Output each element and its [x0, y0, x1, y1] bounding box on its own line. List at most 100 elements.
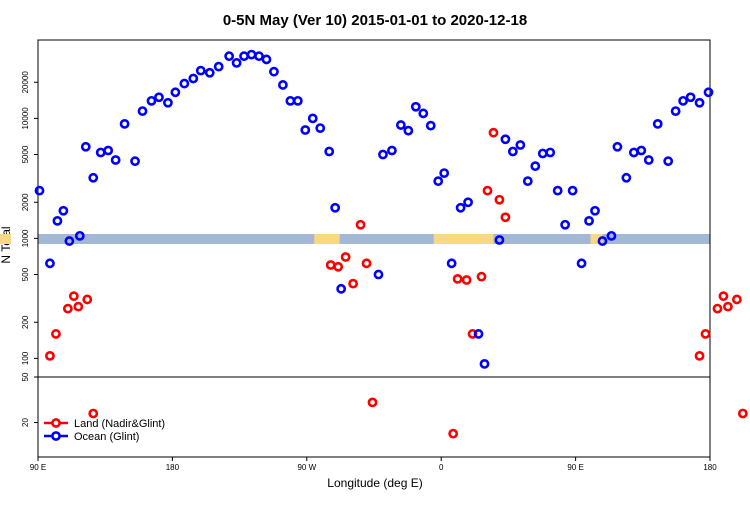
data-point: [74, 230, 85, 241]
data-point: [476, 271, 487, 282]
data-point: [418, 108, 429, 119]
data-point: [68, 291, 79, 302]
data-point: [88, 172, 99, 183]
data-point: [269, 66, 279, 77]
data-point: [348, 278, 358, 289]
data-point: [261, 54, 272, 65]
series-land: [45, 127, 748, 439]
data-point: [455, 202, 466, 213]
data-point: [628, 147, 639, 158]
legend-marker: [51, 431, 61, 441]
data-point: [325, 260, 336, 270]
data-point: [367, 397, 378, 408]
land-patch: [0, 234, 12, 244]
y-axis-ticks: 100 200 500 1000 2000 5000 10000 20000 20 50: [21, 71, 38, 427]
data-point: [452, 273, 463, 284]
x-axis-title: Longitude (deg E): [327, 476, 422, 490]
y-tick-label: 20000: [21, 71, 30, 94]
data-point: [567, 185, 578, 196]
x-axis-ticks: 90 E 180 90 W 0 90 E 180: [30, 457, 717, 472]
data-point: [479, 359, 490, 369]
data-point: [395, 120, 406, 130]
x-tick-label: 90 E: [30, 463, 46, 472]
data-point: [82, 294, 93, 305]
x-tick-label: 180: [166, 463, 180, 472]
land-patch: [433, 234, 494, 244]
data-point: [103, 145, 114, 156]
data-point: [737, 408, 748, 419]
data-point: [300, 125, 311, 135]
data-point: [387, 145, 397, 156]
data-point: [154, 92, 164, 103]
data-point: [336, 283, 347, 294]
data-point: [110, 155, 121, 165]
series-ocean: [34, 49, 714, 369]
y-tick-label: 5000: [21, 145, 30, 163]
data-point: [560, 219, 571, 230]
data-point: [576, 258, 587, 269]
data-point: [694, 350, 705, 361]
legend-label: Ocean (Glint): [74, 431, 139, 443]
data-point: [95, 147, 106, 158]
data-point: [73, 301, 84, 312]
data-point: [224, 51, 235, 62]
data-point: [119, 118, 130, 129]
data-point: [494, 235, 505, 245]
data-point: [45, 258, 55, 269]
data-point: [552, 185, 563, 196]
data-point: [507, 146, 518, 157]
legend-label: Land (Nadir&Glint): [74, 418, 165, 430]
data-point: [163, 97, 173, 108]
data-point: [64, 236, 75, 246]
land-patch: [314, 234, 340, 244]
data-point: [403, 125, 414, 136]
data-point: [500, 212, 511, 223]
data-point: [446, 258, 457, 269]
data-point: [213, 61, 224, 72]
data-point: [34, 185, 45, 196]
data-point: [515, 140, 526, 150]
y-tick-label: 200: [21, 315, 30, 329]
data-point: [239, 51, 249, 62]
data-point: [179, 78, 190, 89]
data-point: [718, 291, 729, 302]
plot-border: [37, 39, 711, 458]
x-tick-label: 180: [703, 463, 717, 472]
data-point: [694, 97, 705, 108]
data-point: [324, 146, 335, 157]
data-point: [195, 65, 206, 76]
data-point: [52, 215, 63, 226]
data-point: [703, 87, 714, 98]
data-point: [545, 147, 556, 158]
data-point: [410, 101, 421, 112]
land-band-layer: [0, 234, 710, 244]
data-point: [461, 275, 472, 285]
data-point: [62, 303, 73, 314]
data-point: [597, 236, 608, 246]
x-tick-label: 0: [439, 463, 444, 472]
plot-frame: [37, 39, 711, 458]
data-point: [340, 252, 351, 262]
data-point: [494, 194, 505, 205]
data-point: [88, 408, 99, 419]
data-point: [439, 168, 450, 179]
x-tick-label: 90 W: [297, 463, 316, 472]
data-point: [285, 95, 296, 106]
data-point: [130, 156, 140, 167]
data-point: [652, 118, 663, 129]
data-point: [333, 261, 344, 272]
data-point: [463, 197, 473, 208]
data-point: [433, 176, 444, 187]
data-point: [80, 141, 91, 152]
data-point: [473, 329, 484, 339]
land-band: [38, 234, 710, 244]
data-point: [292, 95, 303, 106]
data-point: [188, 73, 199, 84]
data-point: [636, 145, 647, 156]
data-point: [146, 95, 157, 106]
data-point: [330, 202, 341, 213]
data-point: [500, 134, 511, 145]
data-point: [530, 161, 541, 172]
data-point: [700, 329, 711, 339]
